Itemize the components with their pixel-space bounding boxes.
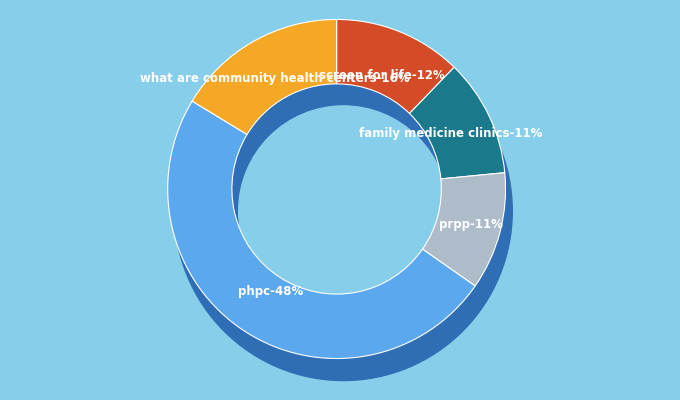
Wedge shape — [192, 20, 337, 134]
Text: what are community health centers-16%: what are community health centers-16% — [139, 72, 409, 85]
Wedge shape — [168, 101, 475, 358]
Text: family medicine clinics-11%: family medicine clinics-11% — [359, 127, 543, 140]
Text: prpp-11%: prpp-11% — [439, 218, 503, 231]
Text: phpc-48%: phpc-48% — [237, 285, 303, 298]
Text: screen for life-12%: screen for life-12% — [320, 69, 445, 82]
Circle shape — [239, 106, 448, 316]
Wedge shape — [409, 67, 505, 179]
Wedge shape — [422, 173, 505, 286]
Circle shape — [175, 42, 512, 380]
Wedge shape — [337, 20, 454, 114]
